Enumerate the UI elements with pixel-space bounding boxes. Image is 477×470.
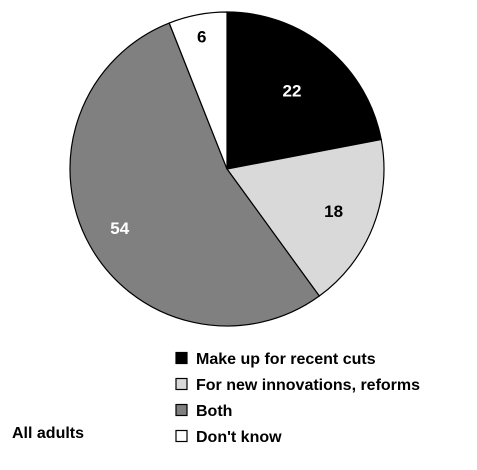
pie-slices [69,11,385,327]
group-label: All adults [12,425,84,442]
data-label: 6 [197,27,206,46]
pie-slice-make-up-for-recent-cuts [226,11,382,170]
legend: Make up for recent cuts For new innovatio… [175,351,420,446]
pie-data-labels: 22 18 54 6 [110,27,343,238]
pie-slice-for-new-innovations-reforms [225,138,385,297]
legend-swatch [175,403,188,417]
legend-swatch [175,377,188,391]
legend-swatch [175,351,188,365]
data-label: 54 [110,219,129,238]
legend-label: Make up for recent cuts [196,351,376,368]
pie-slice-both [69,22,321,327]
legend-label: Don't know [196,429,282,446]
data-label: 18 [324,202,343,221]
data-label: 22 [283,81,302,100]
legend-swatch [175,429,188,443]
pie-slice-don-t-know [168,11,228,170]
legend-label: For new innovations, reforms [196,377,420,394]
legend-label: Both [196,403,232,420]
